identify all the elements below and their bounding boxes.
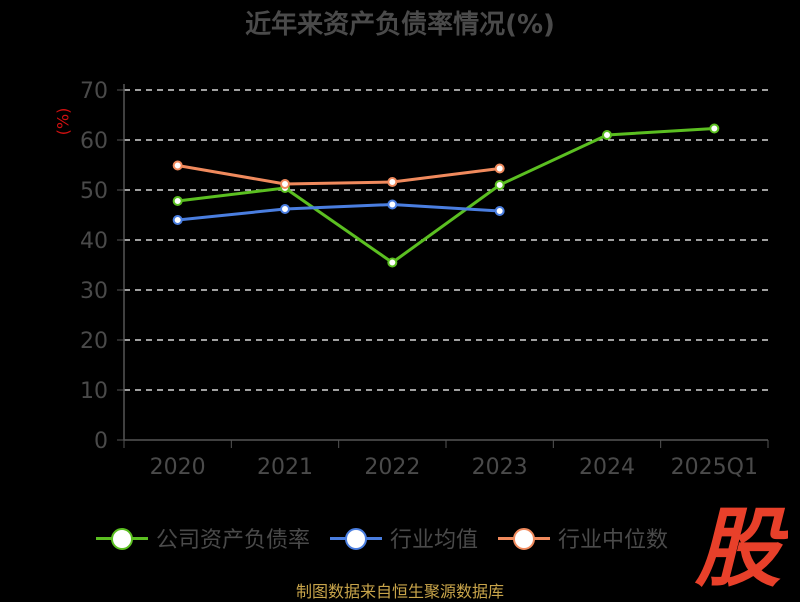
y-tick-label: 20 — [80, 329, 108, 354]
data-point-1-3 — [494, 206, 505, 216]
logo-glyph: 股 — [694, 500, 788, 588]
legend-item-industry-median[interactable]: 行业中位数 — [498, 522, 668, 554]
legend-marker-industry-mean — [330, 528, 383, 550]
legend-marker-industry-median — [498, 528, 551, 550]
legend-label-industry-mean: 行业均值 — [390, 528, 479, 553]
data-point-0-3 — [494, 180, 505, 190]
legend-marker-company — [96, 528, 148, 550]
data-point-0-5 — [709, 123, 720, 134]
y-tick-label: 10 — [80, 379, 108, 404]
legend-label-industry-median: 行业中位数 — [558, 528, 669, 553]
data-point-0-0 — [172, 196, 183, 206]
x-tick-label: 2022 — [364, 455, 420, 480]
y-tick-label: 60 — [80, 129, 108, 154]
y-tick-label: 70 — [80, 79, 108, 104]
chart-title: 近年来资产负债率情况(%) — [245, 10, 555, 40]
series-line-2 — [177, 164, 500, 186]
legend-item-industry-mean[interactable]: 行业均值 — [330, 522, 478, 554]
data-point-2-1 — [280, 179, 290, 189]
brand-logo: 股 — [694, 500, 788, 588]
x-tick-label: 2020 — [150, 455, 206, 480]
legend-item-company[interactable]: 公司资产负债率 — [96, 522, 310, 554]
data-point-1-1 — [280, 204, 290, 214]
legend-label-company: 公司资产负债率 — [156, 528, 311, 553]
data-point-2-3 — [494, 163, 505, 174]
x-tick-label: 2024 — [579, 455, 635, 480]
data-point-0-2 — [387, 257, 398, 268]
data-point-1-0 — [172, 215, 183, 225]
y-tick-label: 40 — [80, 229, 108, 254]
data-point-2-2 — [387, 177, 398, 187]
y-tick-label: 50 — [80, 179, 108, 204]
x-tick-label: 2025Q1 — [671, 455, 758, 480]
y-tick-label: 30 — [80, 279, 108, 304]
data-point-1-2 — [387, 199, 398, 210]
x-tick-label: 2021 — [257, 455, 313, 480]
x-tick-label: 2023 — [472, 455, 528, 480]
series-line-1 — [177, 203, 500, 222]
y-tick-label: 0 — [94, 429, 108, 454]
legend: 公司资产负债率 行业均值 行业中位数 — [96, 518, 688, 558]
y-axis-label: (%) — [53, 107, 73, 136]
data-point-0-4 — [602, 130, 612, 140]
data-point-2-0 — [172, 160, 183, 171]
source-note: 制图数据来自恒生聚源数据库 — [295, 582, 504, 601]
series-line-0 — [177, 127, 715, 264]
